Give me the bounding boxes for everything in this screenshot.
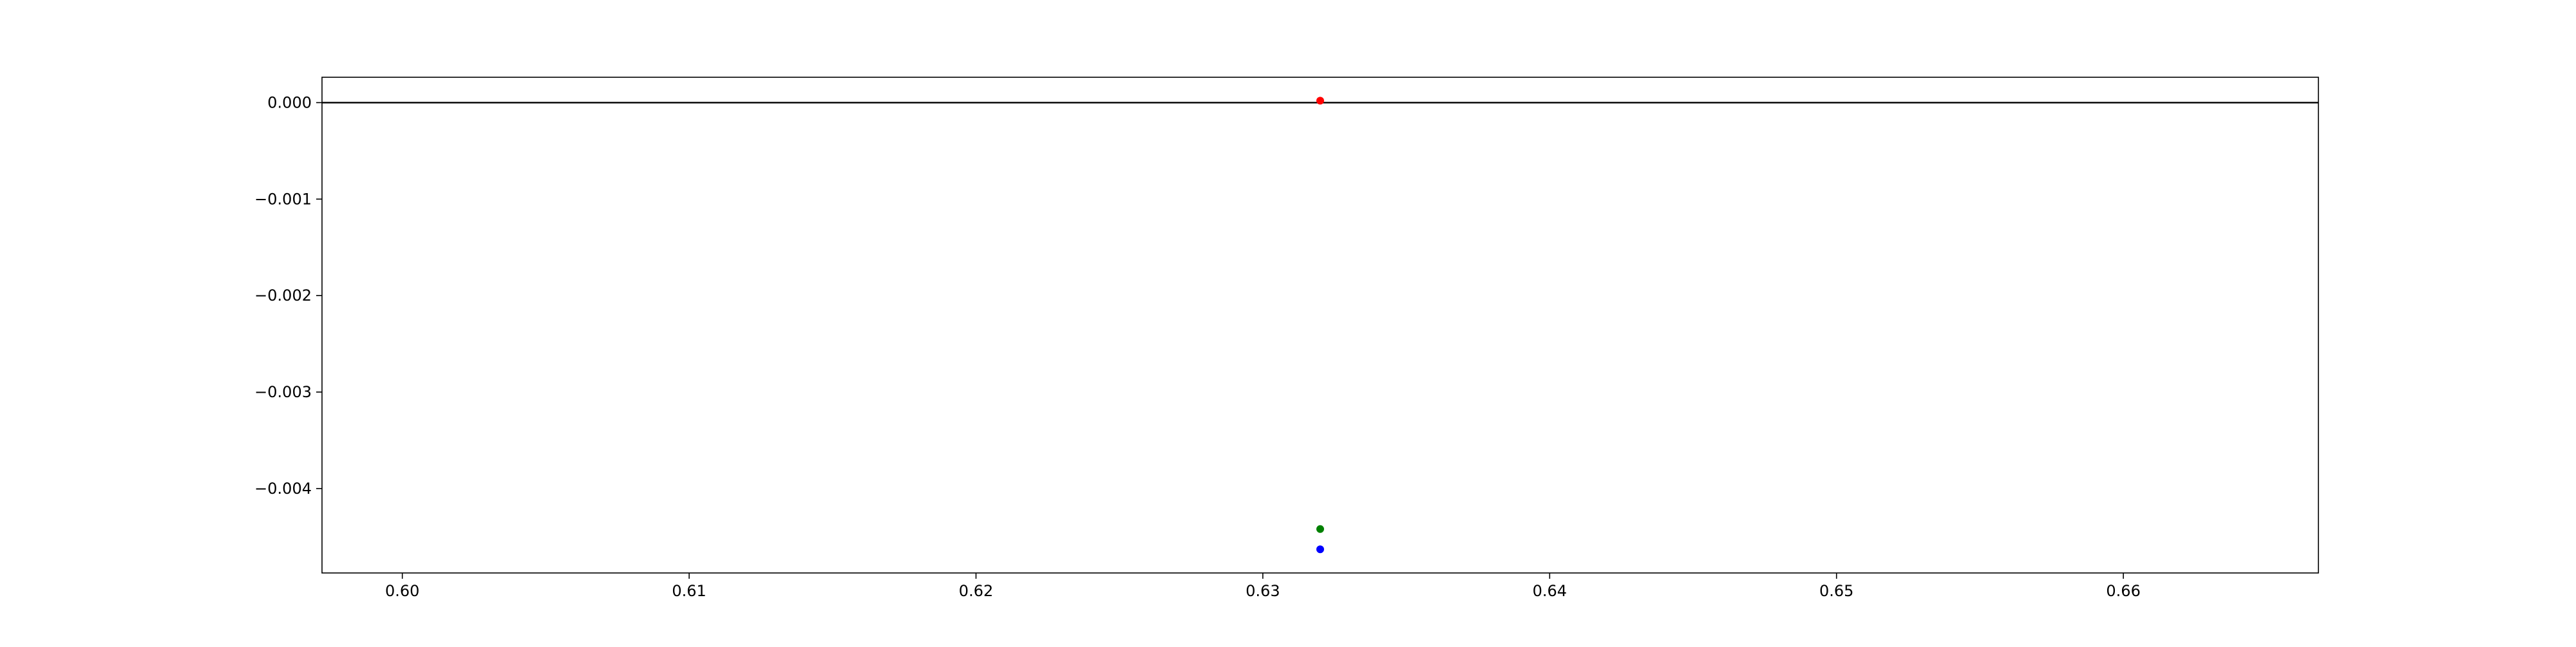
x-tick-label: 0.61 <box>672 582 706 600</box>
data-points <box>1316 97 1324 554</box>
x-tick-label: 0.66 <box>2106 582 2140 600</box>
data-point <box>1316 97 1324 105</box>
y-tick-label: −0.001 <box>254 190 312 208</box>
y-tick-label: 0.000 <box>267 93 312 111</box>
data-point <box>1316 545 1324 554</box>
x-tick-label: 0.63 <box>1245 582 1280 600</box>
data-point <box>1316 525 1324 533</box>
x-tick-label: 0.60 <box>385 582 419 600</box>
axis-ticks: 0.60 0.61 0.62 0.63 0.64 0.65 0.66 0.000 −0.001 −… <box>254 93 2141 600</box>
y-tick-label: −0.002 <box>254 286 312 305</box>
x-tick-label: 0.65 <box>1819 582 1853 600</box>
plot-area-frame <box>321 77 2319 574</box>
y-tick-label: −0.003 <box>254 383 312 401</box>
x-tick-label: 0.62 <box>959 582 993 600</box>
y-tick-label: −0.004 <box>254 480 312 498</box>
x-tick-label: 0.64 <box>1533 582 1567 600</box>
